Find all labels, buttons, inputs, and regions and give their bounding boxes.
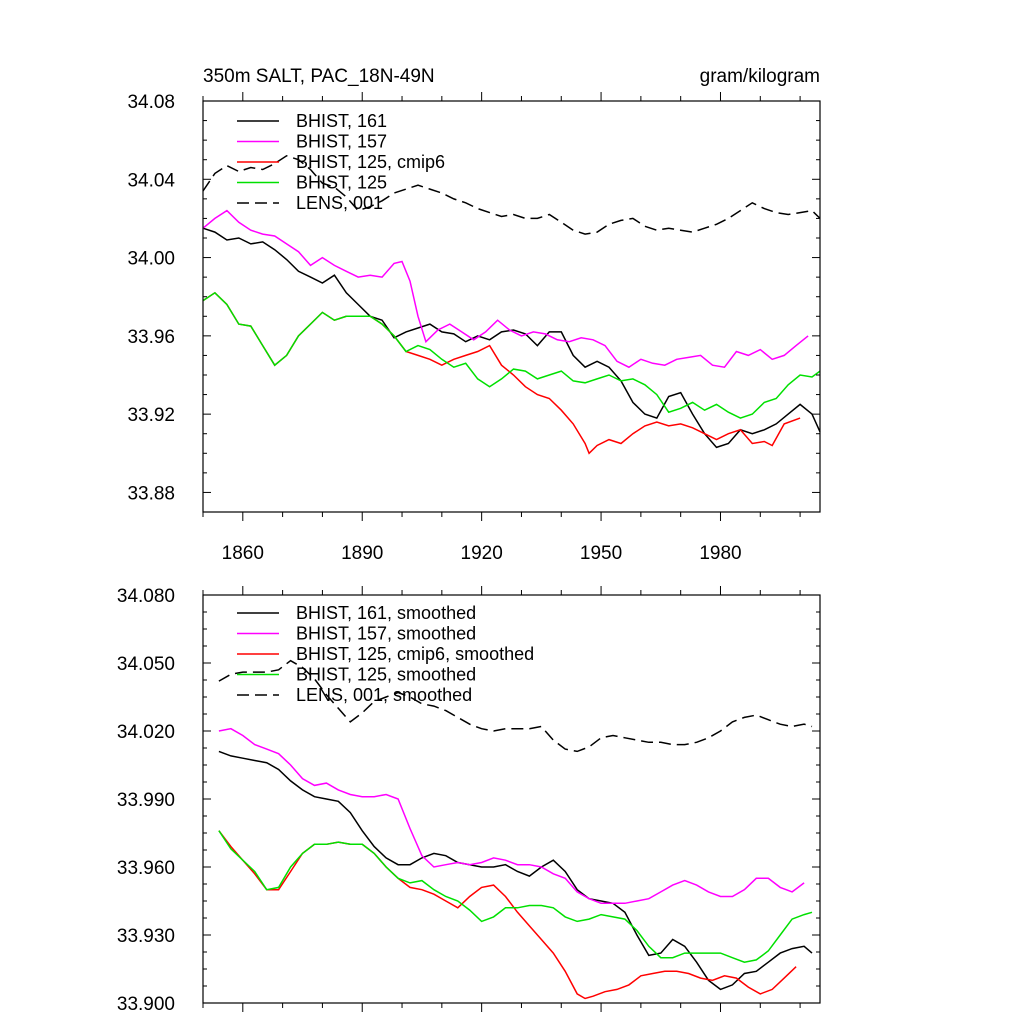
y-tick-label: 34.080 [117,586,175,607]
top-panel: 350m SALT, PAC_18N-49N gram/kilogram BHI… [127,66,821,564]
units-label: gram/kilogram [700,66,820,87]
series-line [218,830,797,1000]
series-line [218,830,813,963]
legend-label: BHIST, 157 [296,132,387,152]
x-tick-label: 1860 [222,543,264,564]
bottom-plot-frame [202,594,821,1004]
y-tick-label: 33.930 [117,926,175,947]
series-line [202,227,821,449]
top-series-group [202,154,821,455]
series-line [218,750,813,991]
y-tick-label: 33.96 [127,327,175,348]
legend-label: BHIST, 161 [296,111,387,131]
top-axes: 33.88 33.92 33.96 34.00 34.04 34.08 1860 1890 19… [127,92,820,564]
y-tick-label: 33.900 [117,994,175,1015]
y-tick-label: 33.88 [127,483,175,504]
y-tick-label: 34.08 [127,92,175,113]
series-line [202,209,809,369]
bottom-series-group [218,659,813,1000]
series-line [218,659,813,753]
x-tick-label: 1890 [341,543,383,564]
y-tick-label: 34.04 [127,170,175,191]
legend-label: BHIST, 125, cmip6, smoothed [296,644,534,664]
y-tick-label: 34.050 [117,654,175,675]
x-tick-label: 1950 [580,543,622,564]
x-tick-label: 1980 [699,543,741,564]
y-tick-label: 34.00 [127,249,175,270]
chart-title: 350m SALT, PAC_18N-49N [203,66,435,87]
legend-label: BHIST, 157, smoothed [296,624,476,644]
x-tick-label: 1920 [461,543,503,564]
series-line [202,291,801,455]
series-line [202,291,821,419]
series-line [202,154,821,235]
series-line [218,727,805,905]
y-tick-label: 33.92 [127,405,175,426]
top-plot-frame [202,100,821,513]
legend-label: BHIST, 125, cmip6 [296,152,445,172]
legend-label: BHIST, 161, smoothed [296,603,476,623]
y-tick-label: 34.020 [117,722,175,743]
legend-label: LENS, 001, smoothed [296,685,472,705]
y-tick-label: 33.990 [117,790,175,811]
legend-label: LENS, 001 [296,193,383,213]
bottom-axes: 33.900 33.930 33.960 33.990 34.020 34.050 34.0… [117,586,820,1015]
legend-label: BHIST, 125, smoothed [296,665,476,685]
legend-label: BHIST, 125 [296,173,387,193]
y-tick-label: 33.960 [117,858,175,879]
